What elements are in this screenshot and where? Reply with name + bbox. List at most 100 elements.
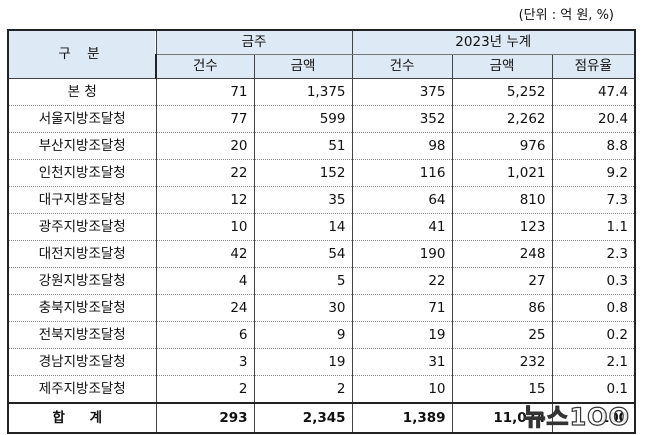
watermark-logo: 뉴스1OO — [523, 402, 630, 431]
week-count-cell: 4 — [155, 267, 255, 295]
row-name-cell: 강원지방조달청 — [7, 267, 157, 295]
header-ytd-amount: 금액 — [451, 54, 553, 79]
week-amount-cell: 2 — [253, 375, 353, 404]
header-group-week: 금주 — [155, 29, 353, 55]
table-row: 제주지방조달청 2 2 10 15 0.1 — [7, 375, 637, 404]
week-count-cell: 24 — [155, 294, 255, 322]
ytd-count-cell: 375 — [351, 78, 453, 106]
week-amount-cell: 9 — [253, 321, 353, 349]
share-cell: 0.3 — [551, 267, 637, 295]
week-amount-cell: 30 — [253, 294, 353, 322]
table-row: 대전지방조달청 42 54 190 248 2.3 — [7, 240, 637, 268]
row-name-cell: 광주지방조달청 — [7, 213, 157, 241]
share-cell: 0.2 — [551, 321, 637, 349]
table-row: 본 청 71 1,375 375 5,252 47.4 — [7, 78, 637, 106]
procurement-table: 구 분 금주 2023년 누계 건수 금액 건수 금액 점유율 본 청 71 1,3… — [7, 29, 637, 434]
ytd-amount-cell: 5,252 — [451, 78, 553, 106]
total-label: 합 계 — [7, 402, 157, 434]
share-cell: 0.8 — [551, 294, 637, 322]
week-amount-cell: 51 — [253, 132, 353, 160]
unit-note: (단위 : 억 원, %) — [518, 8, 614, 23]
table-row: 인천지방조달청 22 152 116 1,021 9.2 — [7, 159, 637, 187]
week-amount-cell: 1,375 — [253, 78, 353, 106]
total-week-amount: 2,345 — [253, 402, 353, 434]
header-category: 구 분 — [7, 29, 157, 79]
week-count-cell: 22 — [155, 159, 255, 187]
week-count-cell: 10 — [155, 213, 255, 241]
share-cell: 1.1 — [551, 213, 637, 241]
table-row: 경남지방조달청 3 19 31 232 2.1 — [7, 348, 637, 376]
total-share: 100 — [551, 402, 637, 434]
ytd-count-cell: 352 — [351, 105, 453, 133]
header-week-count: 건수 — [155, 54, 255, 79]
ytd-count-cell: 190 — [351, 240, 453, 268]
table-row: 광주지방조달청 10 14 41 123 1.1 — [7, 213, 637, 241]
ytd-count-cell: 71 — [351, 294, 453, 322]
ytd-amount-cell: 15 — [451, 375, 553, 404]
total-row: 합 계 293 2,345 1,389 11,074 100 — [7, 402, 637, 434]
share-cell: 2.1 — [551, 348, 637, 376]
table-row: 강원지방조달청 4 5 22 27 0.3 — [7, 267, 637, 295]
ytd-amount-cell: 25 — [451, 321, 553, 349]
week-count-cell: 3 — [155, 348, 255, 376]
ytd-count-cell: 22 — [351, 267, 453, 295]
share-cell: 7.3 — [551, 186, 637, 214]
week-count-cell: 42 — [155, 240, 255, 268]
ytd-amount-cell: 810 — [451, 186, 553, 214]
share-cell: 2.3 — [551, 240, 637, 268]
ytd-count-cell: 31 — [351, 348, 453, 376]
row-name-cell: 전북지방조달청 — [7, 321, 157, 349]
week-amount-cell: 14 — [253, 213, 353, 241]
row-name-cell: 부산지방조달청 — [7, 132, 157, 160]
ytd-count-cell: 19 — [351, 321, 453, 349]
table-row: 서울지방조달청 77 599 352 2,262 20.4 — [7, 105, 637, 133]
ytd-amount-cell: 248 — [451, 240, 553, 268]
ytd-amount-cell: 123 — [451, 213, 553, 241]
row-name-cell: 대전지방조달청 — [7, 240, 157, 268]
ytd-amount-cell: 232 — [451, 348, 553, 376]
share-cell: 9.2 — [551, 159, 637, 187]
share-cell: 20.4 — [551, 105, 637, 133]
share-cell: 8.8 — [551, 132, 637, 160]
share-cell: 47.4 — [551, 78, 637, 106]
ytd-count-cell: 10 — [351, 375, 453, 404]
table-row: 충북지방조달청 24 30 71 86 0.8 — [7, 294, 637, 322]
ytd-count-cell: 116 — [351, 159, 453, 187]
row-name-cell: 충북지방조달청 — [7, 294, 157, 322]
ytd-amount-cell: 2,262 — [451, 105, 553, 133]
header-ytd-count: 건수 — [351, 54, 453, 79]
ytd-amount-cell: 27 — [451, 267, 553, 295]
table-row: 부산지방조달청 20 51 98 976 8.8 — [7, 132, 637, 160]
week-amount-cell: 5 — [253, 267, 353, 295]
ytd-count-cell: 41 — [351, 213, 453, 241]
week-amount-cell: 35 — [253, 186, 353, 214]
total-ytd-amount: 11,074 — [451, 402, 553, 434]
ytd-amount-cell: 86 — [451, 294, 553, 322]
row-name-cell: 경남지방조달청 — [7, 348, 157, 376]
week-count-cell: 71 — [155, 78, 255, 106]
row-name-cell: 대구지방조달청 — [7, 186, 157, 214]
week-amount-cell: 599 — [253, 105, 353, 133]
table-row: 대구지방조달청 12 35 64 810 7.3 — [7, 186, 637, 214]
ytd-count-cell: 64 — [351, 186, 453, 214]
ytd-amount-cell: 976 — [451, 132, 553, 160]
table-row: 전북지방조달청 6 9 19 25 0.2 — [7, 321, 637, 349]
week-count-cell: 6 — [155, 321, 255, 349]
week-amount-cell: 152 — [253, 159, 353, 187]
week-amount-cell: 19 — [253, 348, 353, 376]
ytd-amount-cell: 1,021 — [451, 159, 553, 187]
ytd-count-cell: 98 — [351, 132, 453, 160]
week-count-cell: 2 — [155, 375, 255, 404]
total-week-count: 293 — [155, 402, 255, 434]
row-name-cell: 인천지방조달청 — [7, 159, 157, 187]
week-amount-cell: 54 — [253, 240, 353, 268]
row-name-cell: 서울지방조달청 — [7, 105, 157, 133]
week-count-cell: 12 — [155, 186, 255, 214]
row-name-cell: 본 청 — [7, 78, 157, 106]
week-count-cell: 77 — [155, 105, 255, 133]
header-week-amount: 금액 — [253, 54, 353, 79]
week-count-cell: 20 — [155, 132, 255, 160]
header-share: 점유율 — [551, 54, 637, 79]
total-ytd-count: 1,389 — [351, 402, 453, 434]
table-body: 본 청 71 1,375 375 5,252 47.4 서울지방조달청 77 599 352 2,2… — [7, 78, 637, 404]
